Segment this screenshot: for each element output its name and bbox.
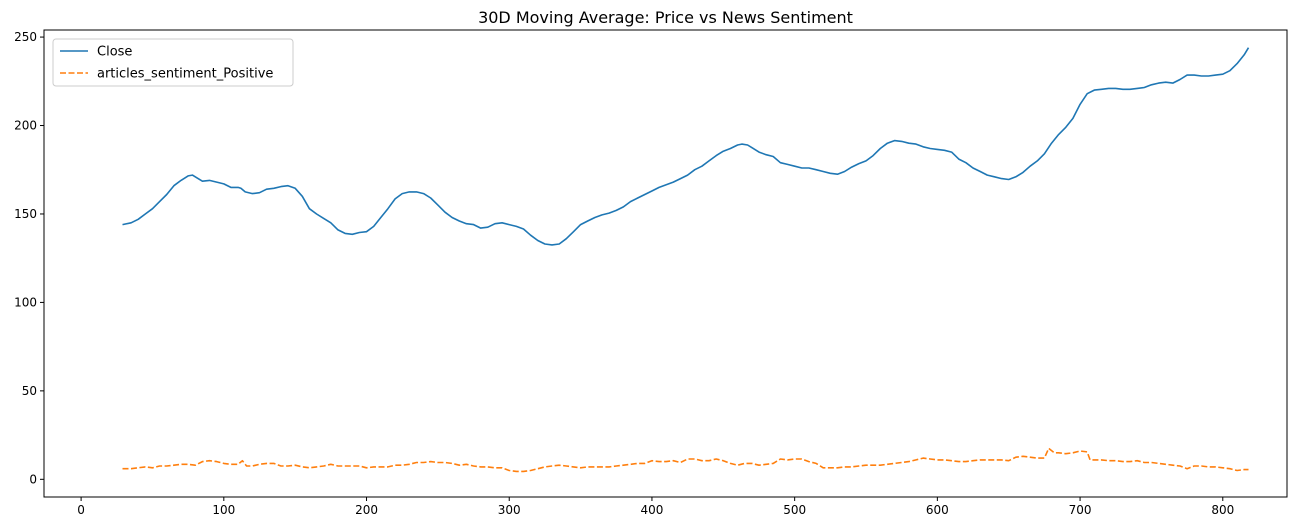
series-line-close: [122, 47, 1250, 246]
x-tick-label: 600: [926, 503, 949, 517]
x-tick-label: 400: [640, 503, 663, 517]
legend-label: Close: [97, 45, 132, 60]
x-tick-label: 0: [77, 503, 85, 517]
series-layer: [122, 47, 1250, 473]
x-tick-label: 500: [783, 503, 806, 517]
x-tick-label: 700: [1069, 503, 1092, 517]
axes-layer: 0 100 200 300 400 500 600 700 800 0 50 100 150 200 250: [14, 29, 1288, 517]
legend: Close articles_sentiment_Positive: [52, 38, 294, 87]
y-tick-label: 250: [14, 30, 37, 44]
legend-box: [52, 38, 294, 87]
y-tick-label: 200: [14, 119, 37, 133]
y-tick-label: 100: [14, 295, 37, 309]
x-tick-label: 300: [498, 503, 521, 517]
x-tick-label: 100: [212, 503, 235, 517]
y-tick-label: 50: [22, 384, 37, 398]
chart-title: 30D Moving Average: Price vs News Sentim…: [478, 8, 853, 27]
y-tick-label: 0: [29, 472, 37, 486]
x-tick-label: 200: [355, 503, 378, 517]
plot-frame: [43, 29, 1288, 498]
y-tick-label: 150: [14, 207, 37, 221]
x-tick-label: 800: [1211, 503, 1234, 517]
series-line-articles-sentiment-positive: [122, 447, 1249, 473]
legend-label: articles_sentiment_Positive: [97, 67, 273, 82]
